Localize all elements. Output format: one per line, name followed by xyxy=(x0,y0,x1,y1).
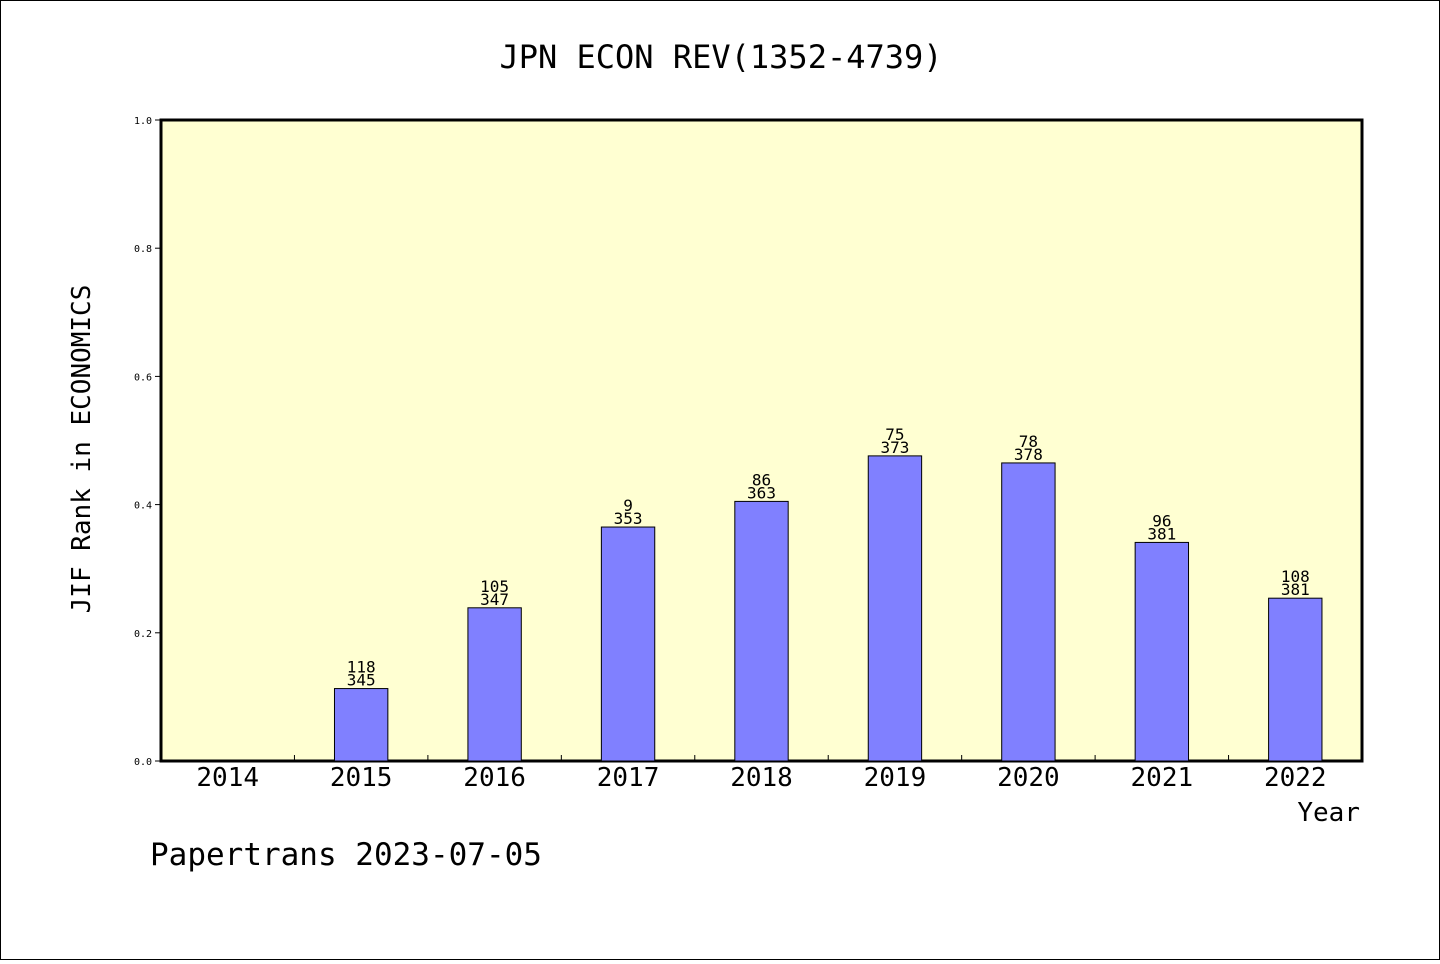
bar-total-label: 378 xyxy=(1014,445,1043,464)
x-tick-label: 2014 xyxy=(196,763,259,793)
bar-2022 xyxy=(1268,597,1323,762)
bar-2015 xyxy=(333,688,389,762)
bar-2018 xyxy=(734,500,789,762)
x-tick-label: 2022 xyxy=(1264,763,1327,793)
bar-total-label: 347 xyxy=(480,590,509,609)
bar-total-label: 373 xyxy=(880,438,909,457)
x-tick-label: 2018 xyxy=(730,763,793,793)
footer-credit: Papertrans 2023-07-05 xyxy=(150,837,542,873)
chart-title: JPN ECON REV(1352-4739) xyxy=(499,38,942,76)
x-tick-label: 2017 xyxy=(597,763,660,793)
bar-rank-label: 78 xyxy=(1019,432,1038,451)
bar-total-label: 345 xyxy=(347,671,376,690)
bar-rank-label: 75 xyxy=(885,425,904,444)
bar-total-label: 381 xyxy=(1281,580,1310,599)
bar-rank-label: 96 xyxy=(1152,511,1171,530)
bar-total-label: 363 xyxy=(747,483,776,502)
y-tick-label: 0.0 xyxy=(134,757,152,768)
bar-total-label: 381 xyxy=(1147,524,1176,543)
x-tick-label: 2020 xyxy=(997,763,1060,793)
bar-rank-label: 108 xyxy=(1281,567,1310,586)
y-tick-label: 0.2 xyxy=(134,629,152,640)
bar-rank-label: 86 xyxy=(752,470,771,489)
y-axis-ticks: 0.0 0.2 0.4 0.6 0.8 1.0 xyxy=(134,116,161,768)
bar-2016 xyxy=(467,607,522,762)
x-tick-label: 2021 xyxy=(1131,763,1194,793)
y-tick-label: 0.4 xyxy=(134,501,152,512)
y-tick-label: 0.8 xyxy=(134,244,152,255)
x-axis-title: Year xyxy=(1297,798,1360,828)
bar-2021 xyxy=(1134,541,1190,762)
y-axis-title: JIF Rank in ECONOMICS xyxy=(67,285,97,614)
bar-rank-label: 9 xyxy=(623,496,633,515)
bar-2017 xyxy=(600,526,656,762)
x-axis-ticks: 2014 2015 2016 2017 2018 2019 2020 2021 2022 xyxy=(196,755,1327,793)
bars-group xyxy=(333,455,1323,762)
x-tick-label: 2019 xyxy=(864,763,927,793)
bar-rank-label: 105 xyxy=(480,577,509,596)
x-tick-label: 2015 xyxy=(330,763,393,793)
bar-2020 xyxy=(1001,462,1056,762)
y-tick-label: 0.6 xyxy=(134,372,152,383)
x-tick-label: 2016 xyxy=(463,763,526,793)
bar-rank-label: 118 xyxy=(347,658,376,677)
bar-total-label: 353 xyxy=(614,509,643,528)
bar-2019 xyxy=(867,455,923,762)
y-tick-label: 1.0 xyxy=(134,116,152,127)
